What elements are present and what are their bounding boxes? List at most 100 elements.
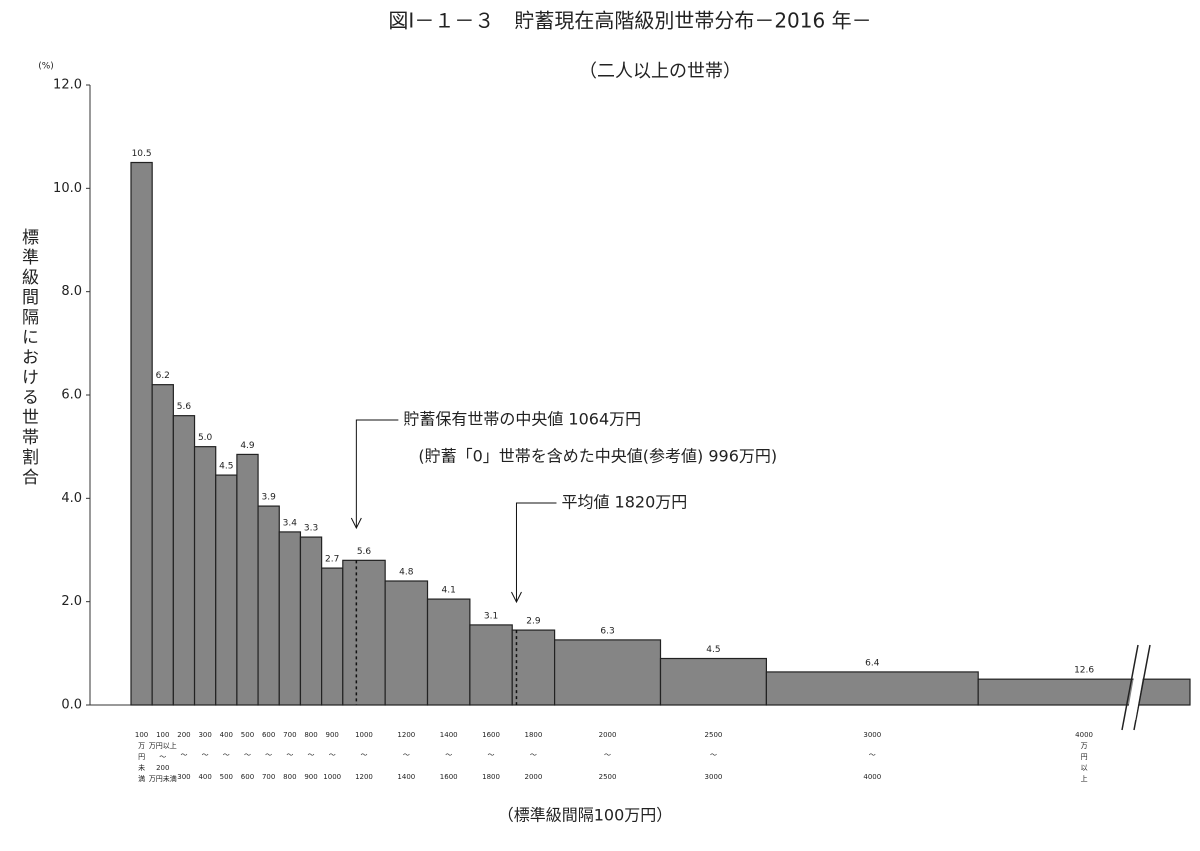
y-tick-label: 2.0 [61, 594, 82, 609]
x-tick-label: 800 [304, 731, 317, 739]
chart-subtitle: （二人以上の世帯） [579, 61, 741, 82]
bar [659, 657, 768, 706]
x-tick-label: 1200 [355, 773, 373, 781]
x-tick-label: 万円未満 [149, 774, 177, 783]
y-tick-label: 6.0 [61, 388, 82, 403]
data-label: 6.4 [865, 658, 880, 668]
x-tick-label: ～ [202, 751, 209, 759]
x-tick-label: 200 [177, 731, 190, 739]
x-tick-label: 円 [138, 753, 145, 761]
x-tick-label: ～ [403, 751, 410, 759]
bar [236, 453, 259, 706]
x-tick-label: ～ [530, 751, 537, 759]
data-label: 4.5 [706, 645, 720, 655]
data-label: 4.8 [399, 568, 414, 578]
x-tick-label: ～ [710, 751, 717, 759]
marker-arrow [515, 502, 557, 602]
axis-break [1121, 644, 1139, 731]
bar [278, 531, 302, 706]
x-tick-label: ～ [159, 753, 166, 761]
x-tick-label: 2500 [599, 773, 617, 781]
data-label: 3.3 [304, 524, 318, 534]
bar [215, 474, 238, 706]
data-label: 3.4 [283, 518, 298, 528]
x-tick-label: 400 [198, 773, 211, 781]
y-axis-label: 標準級間隔における世帯割合 [18, 228, 39, 488]
x-tick-label: ～ [488, 751, 495, 759]
x-tick-label: ～ [329, 751, 336, 759]
bar [130, 161, 153, 706]
x-tick-label: 2000 [525, 773, 543, 781]
x-tick-label: 1000 [355, 731, 373, 739]
marker-note: (貯蓄「0」世帯を含めた中央値(参考値) 996万円) [418, 447, 777, 466]
x-tick-label: 未 [138, 763, 145, 772]
x-tick-label: 万 [138, 742, 145, 750]
data-label: 5.6 [177, 402, 192, 412]
x-tick-label: ～ [265, 751, 272, 759]
x-tick-label: ～ [869, 751, 876, 759]
bar [321, 567, 344, 706]
bar [151, 384, 174, 706]
y-tick-label: 12.0 [53, 78, 82, 93]
x-tick-label: 900 [304, 773, 317, 781]
x-tick-label: 1400 [440, 731, 458, 739]
x-tick-label: ～ [308, 751, 315, 759]
marker-label: 平均値 1820万円 [561, 493, 687, 512]
x-tick-label: 1600 [482, 731, 500, 739]
x-tick-label: 3000 [863, 731, 881, 739]
data-label: 3.1 [484, 611, 498, 621]
arrow-head [350, 517, 362, 530]
y-tick-label: 4.0 [61, 491, 82, 506]
marker-label: 貯蓄保有世帯の中央値 1064万円 [403, 410, 641, 429]
x-tick-label: 200 [156, 764, 169, 772]
data-label: 5.0 [198, 433, 213, 443]
y-tick-label: 0.0 [61, 698, 82, 713]
x-tick-label: 2500 [705, 731, 723, 739]
x-tick-label: 4000 [1075, 731, 1093, 739]
x-tick-label: 万円以上 [149, 741, 177, 750]
x-tick-label: ～ [360, 751, 367, 759]
x-tick-label: 100 [135, 731, 148, 739]
x-tick-label: 1200 [397, 731, 415, 739]
data-label: 4.9 [240, 441, 255, 451]
bar [384, 580, 429, 706]
data-label: 6.2 [156, 371, 170, 381]
x-tick-label: 1400 [397, 773, 415, 781]
x-tick-label: 円 [1081, 753, 1088, 761]
data-label: 5.6 [357, 547, 372, 557]
x-tick-label: 1800 [525, 731, 543, 739]
bar [172, 415, 196, 706]
bar [765, 671, 979, 706]
x-tick-label: 1600 [440, 773, 458, 781]
x-tick-label: 600 [241, 773, 254, 781]
x-tick-label: 上 [1081, 774, 1088, 783]
bar [426, 598, 471, 706]
bar [193, 446, 217, 706]
break-gap [1126, 665, 1146, 720]
x-tick-label: 3000 [705, 773, 723, 781]
bar [299, 536, 323, 706]
arrow-head [511, 591, 522, 604]
bar [511, 629, 556, 706]
axis-break [1133, 644, 1151, 731]
x-tick-label: ～ [223, 751, 230, 759]
x-tick-label: 1000 [323, 773, 341, 781]
x-tick-label: ～ [244, 751, 251, 759]
x-tick-label: ～ [445, 751, 452, 759]
x-tick-label: ～ [286, 751, 293, 759]
x-tick-label: 100 [156, 731, 169, 739]
data-label: 10.5 [132, 149, 152, 159]
x-tick-label: 700 [262, 773, 275, 781]
bar [977, 678, 1191, 706]
marker-arrow [355, 419, 399, 528]
x-tick-label: ～ [604, 751, 611, 759]
x-tick-label: 300 [198, 731, 211, 739]
x-tick-label: 500 [241, 731, 254, 739]
data-label: 3.9 [262, 493, 277, 503]
x-tick-label: 4000 [863, 773, 881, 781]
x-tick-label: 2000 [599, 731, 617, 739]
data-label: 12.6 [1074, 666, 1094, 676]
x-tick-label: 満 [138, 775, 145, 783]
data-label: 2.9 [526, 617, 541, 627]
